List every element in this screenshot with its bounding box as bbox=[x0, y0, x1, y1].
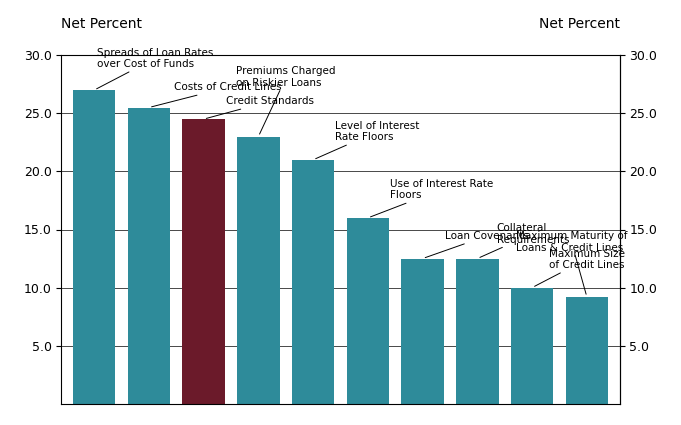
Bar bbox=[401, 258, 444, 404]
Bar bbox=[347, 218, 390, 404]
Text: Maximum Maturity of
Loans & Credit Lines: Maximum Maturity of Loans & Credit Lines bbox=[516, 231, 627, 294]
Text: Maximum Size
of Credit Lines: Maximum Size of Credit Lines bbox=[535, 249, 624, 286]
Text: Collateral
Requirements: Collateral Requirements bbox=[480, 223, 569, 258]
Text: Level of Interest
Rate Floors: Level of Interest Rate Floors bbox=[316, 121, 419, 159]
Text: Loan Covenants: Loan Covenants bbox=[425, 231, 528, 258]
Bar bbox=[511, 288, 554, 404]
Text: Net Percent: Net Percent bbox=[61, 17, 142, 31]
Bar bbox=[127, 108, 170, 404]
Bar bbox=[291, 160, 334, 404]
Text: Costs of Credit Lines: Costs of Credit Lines bbox=[152, 82, 281, 107]
Bar bbox=[456, 258, 498, 404]
Text: Net Percent: Net Percent bbox=[539, 17, 620, 31]
Text: Spreads of Loan Rates
over Cost of Funds: Spreads of Loan Rates over Cost of Funds bbox=[97, 48, 213, 89]
Text: Credit Standards: Credit Standards bbox=[206, 96, 313, 119]
Bar bbox=[565, 297, 608, 404]
Text: Premiums Charged
on Riskier Loans: Premiums Charged on Riskier Loans bbox=[236, 66, 336, 134]
Bar bbox=[183, 119, 225, 404]
Bar bbox=[73, 90, 116, 404]
Bar bbox=[237, 136, 280, 404]
Text: Use of Interest Rate
Floors: Use of Interest Rate Floors bbox=[370, 179, 493, 217]
